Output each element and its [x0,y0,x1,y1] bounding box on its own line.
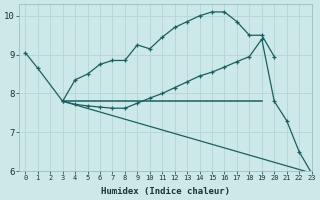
X-axis label: Humidex (Indice chaleur): Humidex (Indice chaleur) [101,187,230,196]
